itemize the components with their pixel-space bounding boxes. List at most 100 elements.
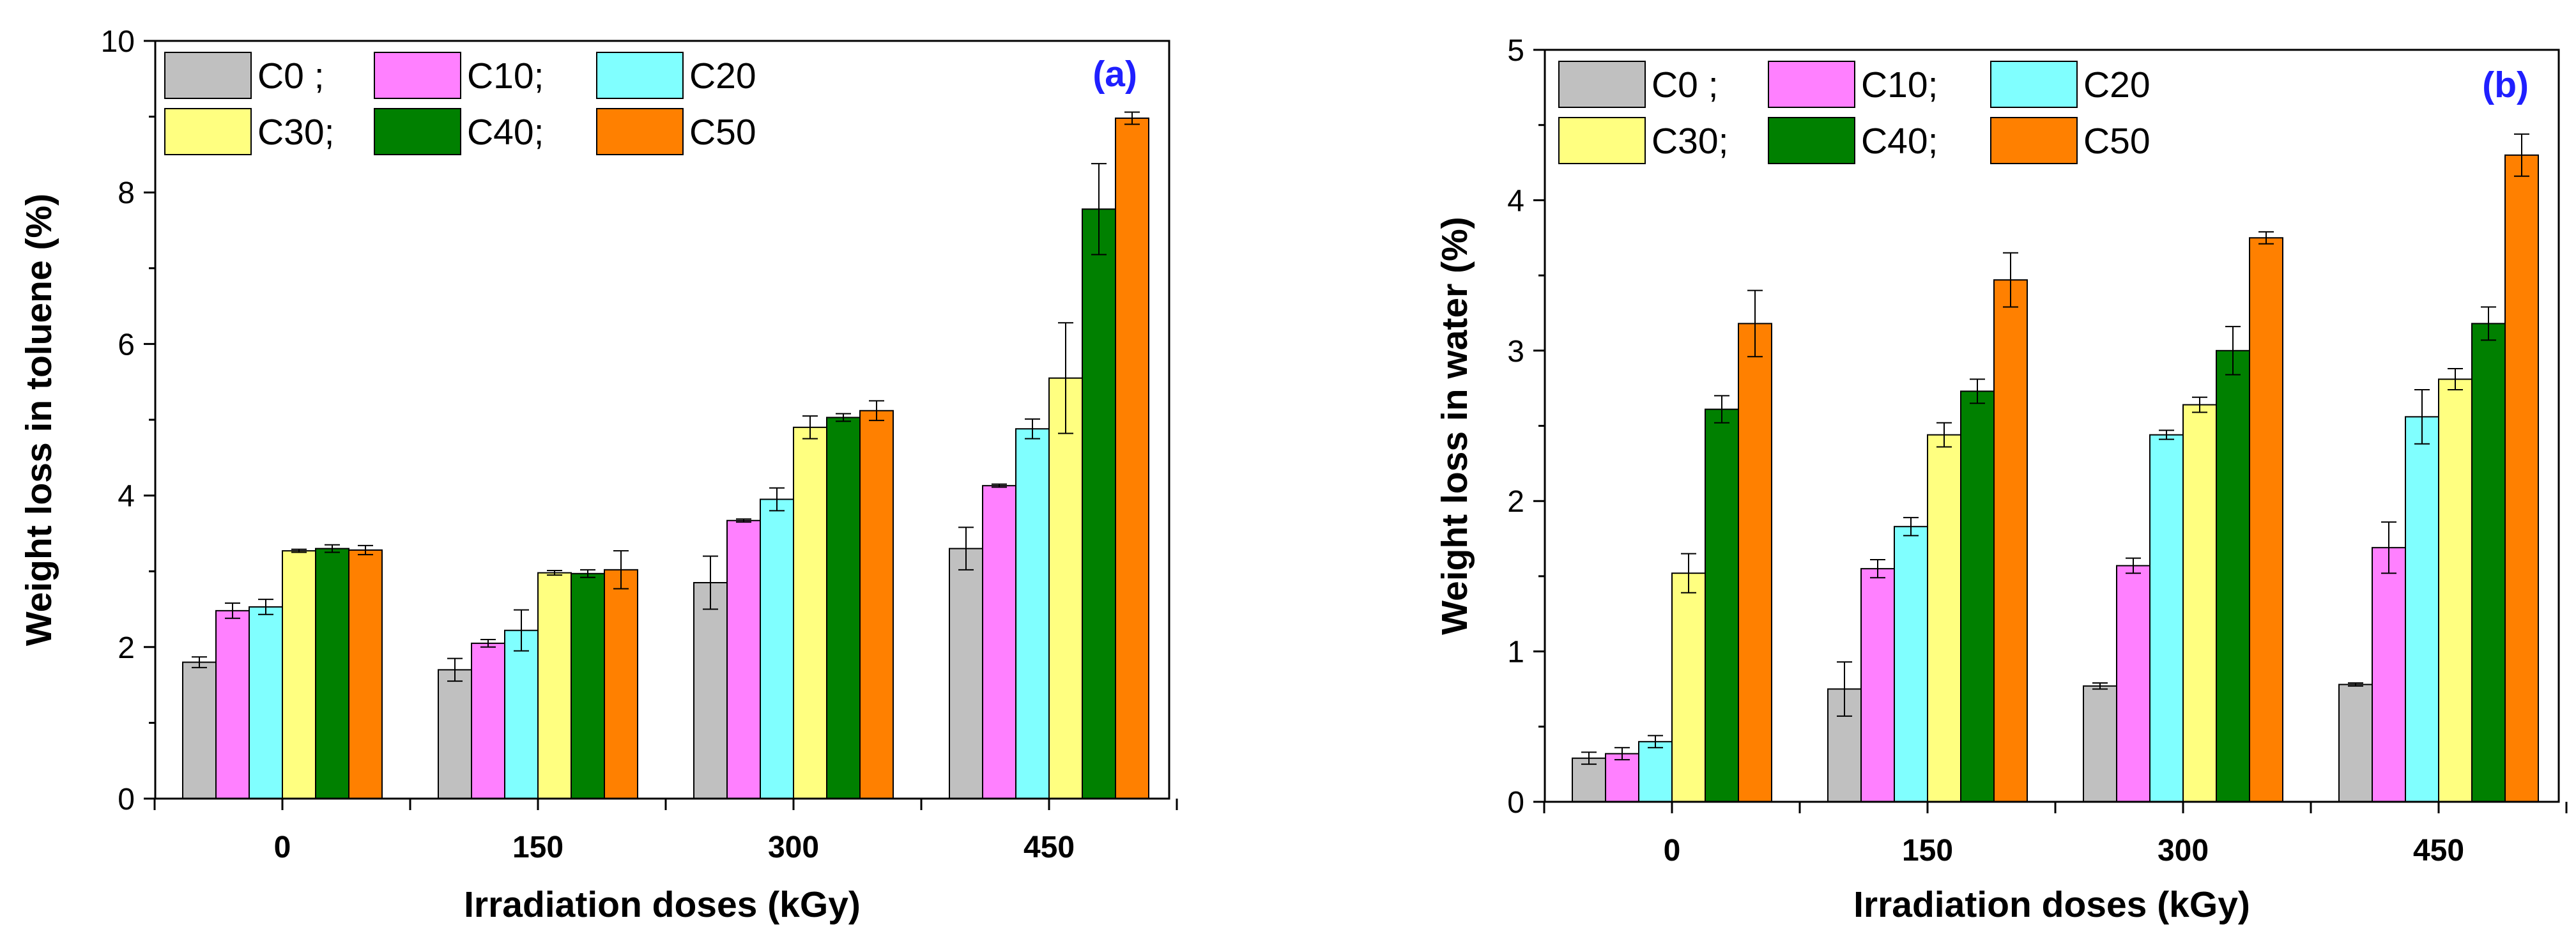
bar-c20-450 <box>2405 416 2439 802</box>
y-tick-label: 1 <box>1507 636 1524 670</box>
x-tick-label: 150 <box>512 831 564 864</box>
error-bar-c20-450 <box>2414 389 2430 445</box>
y-tick-label: 2 <box>1507 485 1524 519</box>
error-bar-c20-450 <box>1025 418 1040 440</box>
bar-c50-150 <box>604 569 638 799</box>
y-axis-label: Weight loss in water (%) <box>1434 217 1475 635</box>
error-bar-c20-0 <box>1648 735 1663 749</box>
error-bar-c50-300 <box>2258 231 2274 245</box>
error-bar-c30-150 <box>547 570 562 576</box>
bar-c40-300 <box>826 417 861 799</box>
legend: C0 ; C10; C20 C30; C40; C50 <box>1558 61 2150 164</box>
x-tick-label: 450 <box>2413 834 2464 868</box>
legend-swatch-c20 <box>596 52 684 99</box>
bar-c50-300 <box>2249 237 2283 802</box>
error-bar-c20-300 <box>2159 429 2174 440</box>
bar-c30-0 <box>282 550 316 799</box>
error-bar-c0-0 <box>1581 751 1597 765</box>
error-bar-c40-0 <box>325 544 340 553</box>
error-bar-c0-450 <box>2348 682 2363 687</box>
bar-c20-450 <box>1015 428 1050 799</box>
error-bar-c30-450 <box>2448 368 2463 391</box>
panel-a: 0 2 4 6 8 10 0 150 300 450 Irradiation doses (kGy)… <box>19 25 1178 925</box>
error-bar-c50-300 <box>869 400 884 422</box>
legend-label-c20: C20 <box>2083 65 2150 105</box>
legend-swatch-c0 <box>164 52 252 99</box>
y-tick-label: 0 <box>1507 786 1524 820</box>
error-bar-c10-0 <box>1614 747 1630 761</box>
x-axis-label: Irradiation doses (kGy) <box>1853 884 2250 925</box>
bar-c20-300 <box>760 498 794 800</box>
error-bar-c50-0 <box>358 544 373 556</box>
error-bar-c30-150 <box>1936 422 1952 448</box>
bar-c30-450 <box>2438 378 2472 802</box>
bar-c0-450 <box>949 548 983 799</box>
y-tick-label: 4 <box>118 480 135 514</box>
error-bar-c20-0 <box>258 599 273 615</box>
bar-c50-450 <box>2504 154 2539 802</box>
x-tick-label: 150 <box>1902 834 1953 868</box>
error-bar-c10-150 <box>480 638 496 648</box>
bar-c0-150 <box>438 669 472 799</box>
bar-c20-150 <box>1894 526 1928 803</box>
x-axis-label: Irradiation doses (kGy) <box>464 884 861 925</box>
error-bar-c40-150 <box>580 569 595 578</box>
error-bar-c30-300 <box>802 415 818 440</box>
panel-tag: (a) <box>1092 54 1137 95</box>
error-bar-c0-300 <box>703 555 718 610</box>
error-bar-c10-450 <box>992 483 1007 488</box>
x-tick-label: 450 <box>1023 831 1075 864</box>
error-bar-c0-450 <box>958 526 974 571</box>
error-bar-c0-150 <box>1837 661 1852 717</box>
bar-c50-150 <box>1993 279 2028 802</box>
bar-c30-300 <box>2182 404 2217 802</box>
error-bar-c30-300 <box>2192 396 2207 413</box>
bar-c10-450 <box>2372 547 2406 802</box>
error-bar-c40-450 <box>1091 163 1107 256</box>
y-tick-label: 5 <box>1507 34 1524 68</box>
legend-label-c30: C30; <box>257 112 334 153</box>
error-bar-c20-300 <box>769 487 785 512</box>
x-tick-label: 300 <box>768 831 819 864</box>
bar-c40-450 <box>1082 208 1116 799</box>
bar-c40-150 <box>1960 390 1995 802</box>
y-tick-label: 0 <box>118 783 135 816</box>
error-bar-c50-450 <box>2514 133 2529 177</box>
legend-swatch-c30 <box>1558 117 1646 164</box>
legend-swatch-c50 <box>596 108 684 155</box>
legend-label-c50: C50 <box>689 112 756 153</box>
bar-c10-300 <box>726 519 761 799</box>
error-bar-c10-150 <box>1870 559 1885 579</box>
bar-c0-0 <box>182 661 217 800</box>
error-bar-c40-0 <box>1714 395 1729 424</box>
y-tick-label: 10 <box>101 25 135 59</box>
legend-swatch-c20 <box>1990 61 2078 108</box>
x-tick-label: 300 <box>2158 834 2209 868</box>
legend-swatch-c40 <box>1768 117 1855 164</box>
bar-c50-0 <box>348 549 383 799</box>
legend-label-c10: C10; <box>1861 65 1938 105</box>
bar-c20-0 <box>1638 740 1673 802</box>
legend-label-c20: C20 <box>689 56 756 96</box>
bar-c50-300 <box>859 410 894 799</box>
y-tick-label: 4 <box>1507 184 1524 218</box>
legend-label-c40: C40; <box>467 112 544 153</box>
error-bar-c30-0 <box>291 548 307 553</box>
legend-swatch-c50 <box>1990 117 2078 164</box>
bar-c20-0 <box>249 606 283 800</box>
error-bar-c20-150 <box>514 609 529 652</box>
bar-c40-300 <box>2216 349 2250 802</box>
error-bar-c10-450 <box>2381 521 2396 574</box>
bar-c30-300 <box>793 426 827 799</box>
legend-label-c50: C50 <box>2083 121 2150 162</box>
bar-c10-150 <box>471 642 505 799</box>
error-bar-c10-300 <box>2126 557 2141 574</box>
error-bar-c0-300 <box>2092 682 2108 690</box>
bar-c10-0 <box>215 610 250 799</box>
bar-c40-0 <box>1705 408 1739 802</box>
error-bar-c50-150 <box>2003 252 2018 308</box>
legend-label-c0: C0 ; <box>257 56 325 96</box>
bar-c50-450 <box>1115 117 1149 799</box>
